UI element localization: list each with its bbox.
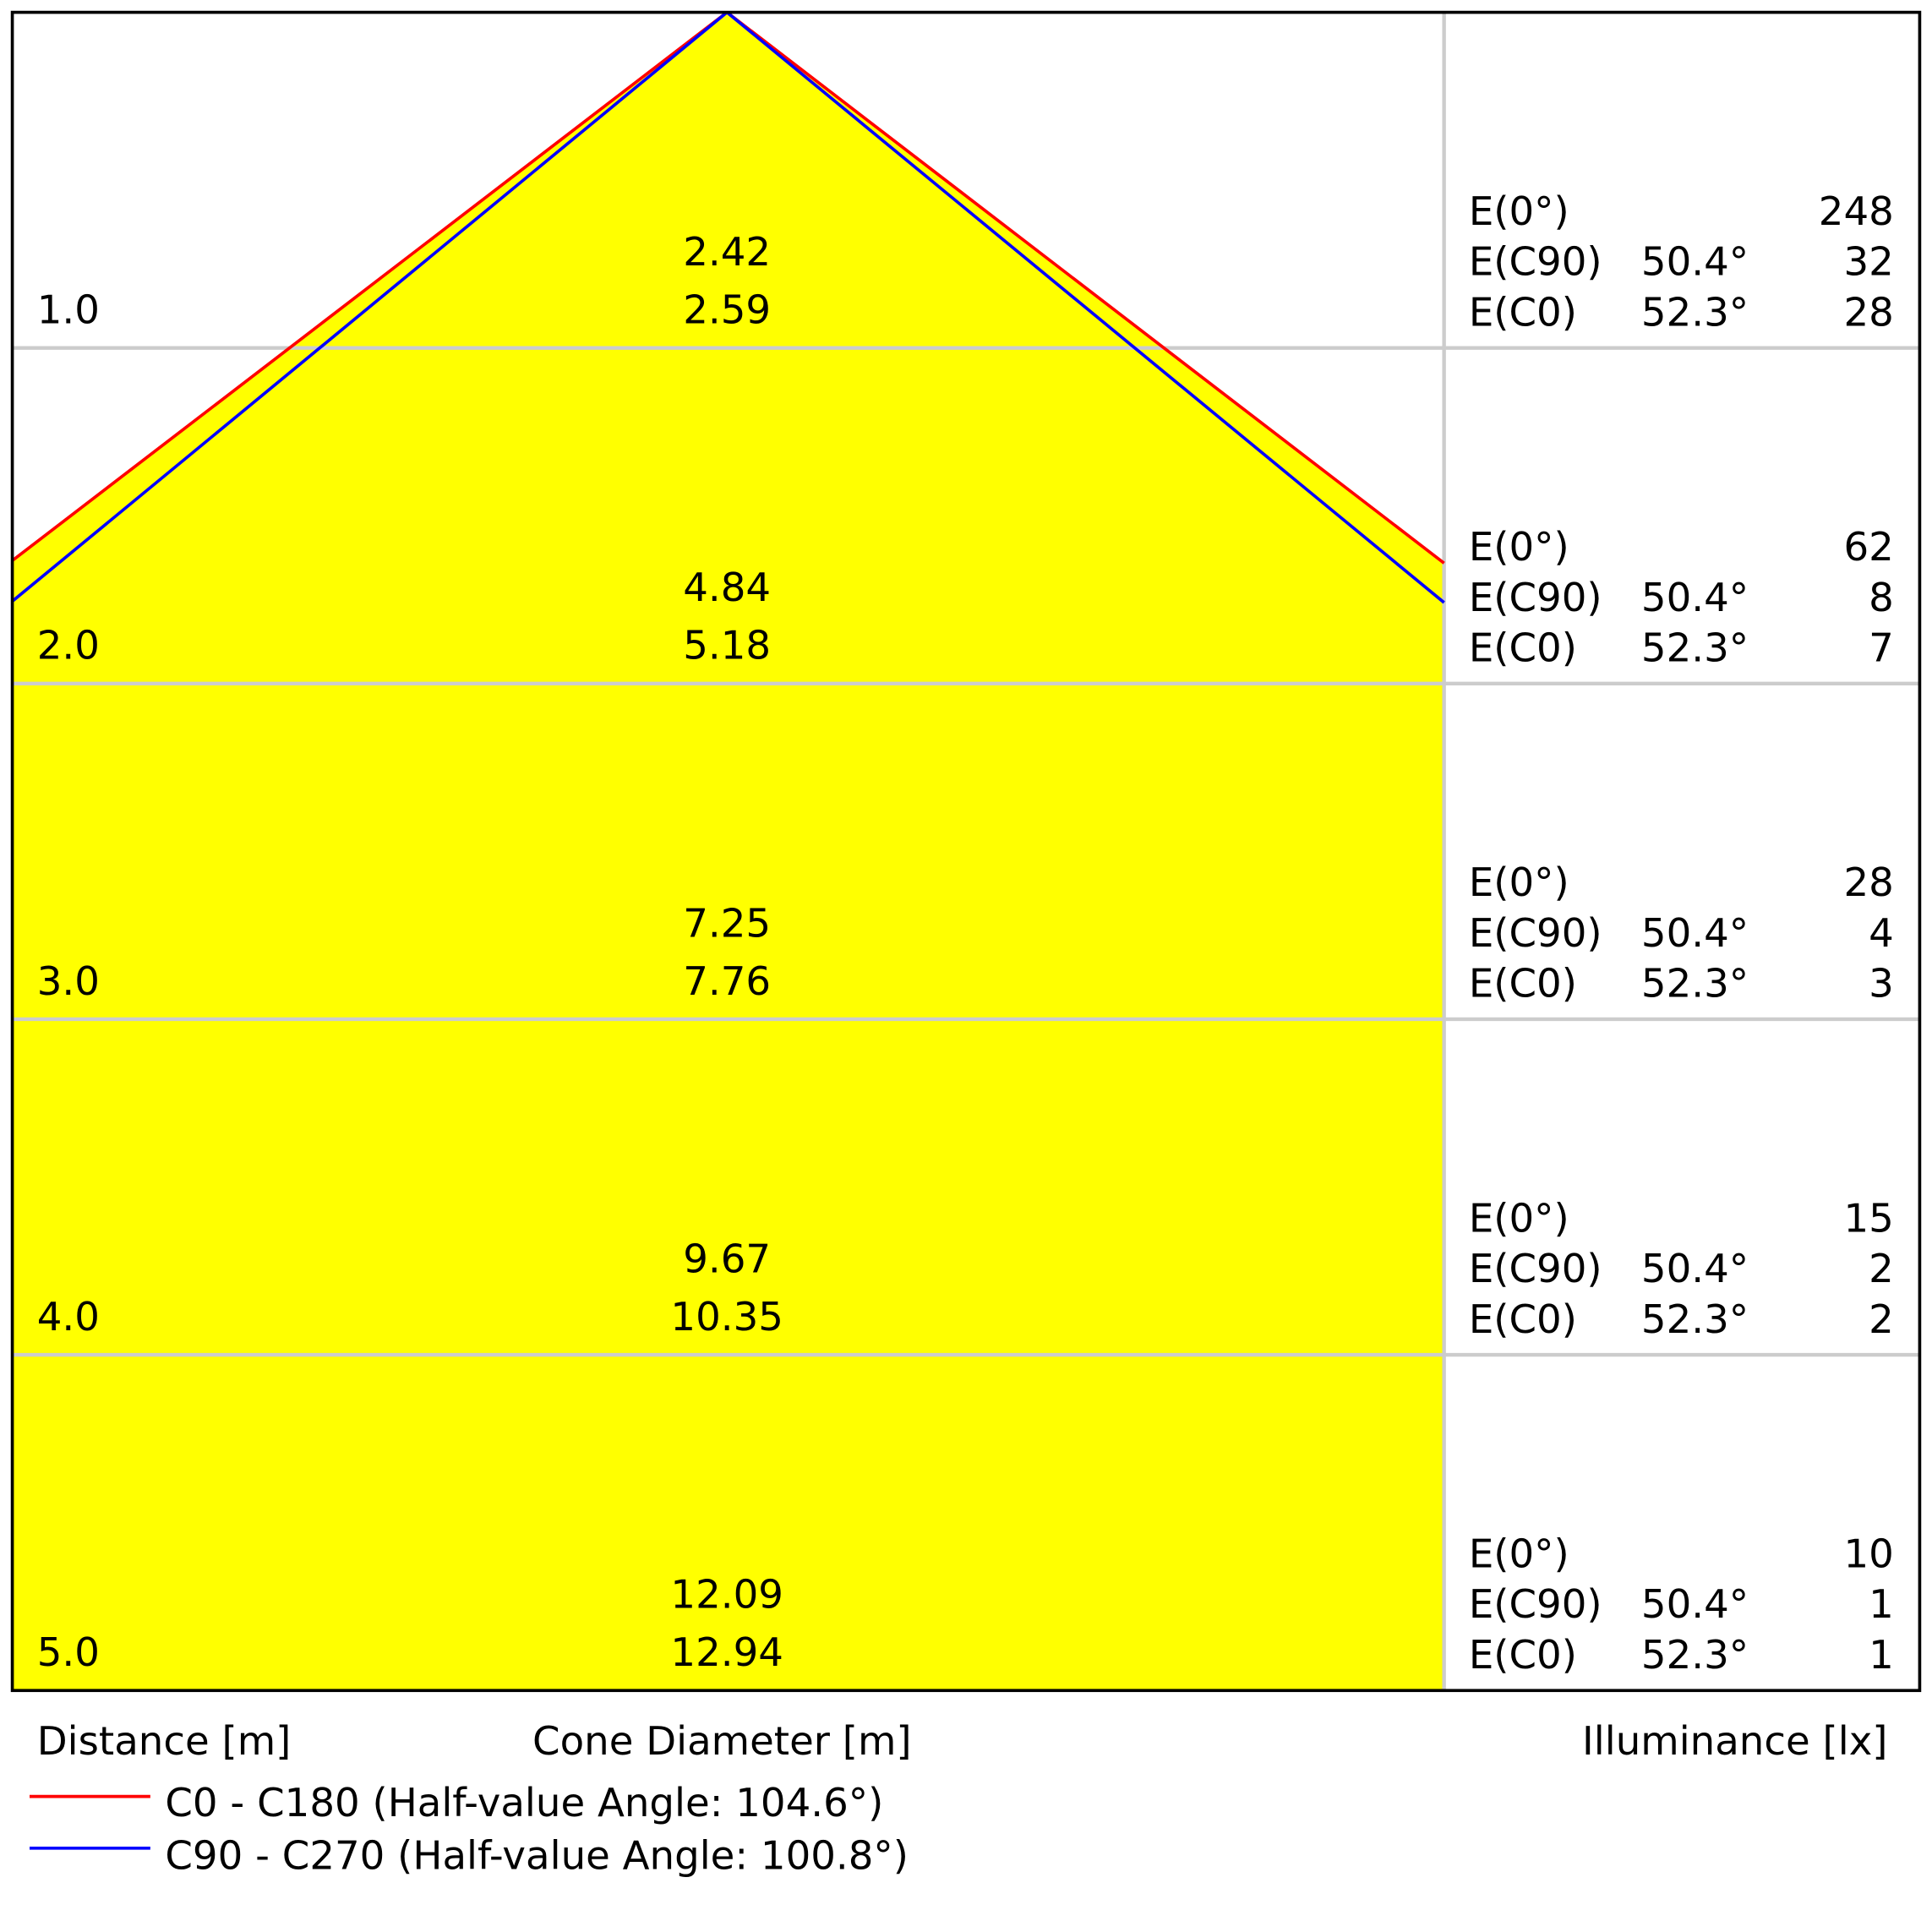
angle-c90: 50.4° xyxy=(1641,240,1749,286)
angle-c0: 52.3° xyxy=(1641,962,1749,1007)
legend-c90-label: C90 - C270 (Half-value Angle: 100.8°) xyxy=(165,1834,909,1880)
ec90-value: 4 xyxy=(1869,911,1894,957)
ec90-value: 32 xyxy=(1843,240,1893,286)
ec90-label: E(C90) xyxy=(1469,911,1602,957)
ec90-label: E(C90) xyxy=(1469,1247,1602,1292)
ec0-value: 28 xyxy=(1843,290,1893,336)
e0-value: 248 xyxy=(1819,189,1894,235)
cone-diameter-c90: 9.67 xyxy=(683,1236,771,1282)
angle-c90: 50.4° xyxy=(1641,1582,1749,1628)
cone-diameter-c0: 5.18 xyxy=(683,624,771,669)
c90-line-right xyxy=(726,11,1445,604)
cone-diameter-c90: 4.84 xyxy=(683,565,771,611)
chart-frame xyxy=(10,10,1922,1693)
ec90-value: 2 xyxy=(1869,1247,1894,1292)
e0-label: E(0°) xyxy=(1469,189,1569,235)
ec90-value: 1 xyxy=(1869,1582,1894,1628)
e0-value: 62 xyxy=(1843,525,1893,570)
cone-diameter-c0: 12.94 xyxy=(670,1630,783,1676)
angle-c0: 52.3° xyxy=(1641,1297,1749,1343)
distance-label: 5.0 xyxy=(37,1630,100,1676)
ec0-label: E(C0) xyxy=(1469,1297,1577,1343)
e0-label: E(0°) xyxy=(1469,525,1569,570)
table-row: 4.0 9.67 10.35 E(0°) E(C90) E(C0) 50.4° 52.3° 15… xyxy=(37,1196,1894,1343)
cone-diameter-c0: 7.76 xyxy=(683,959,771,1005)
distance-axis-label: Distance [m] xyxy=(37,1719,292,1765)
distance-label: 1.0 xyxy=(37,288,100,334)
ec90-value: 8 xyxy=(1869,576,1894,621)
ec0-value: 3 xyxy=(1869,962,1894,1007)
ec0-value: 2 xyxy=(1869,1297,1894,1343)
distance-label: 4.0 xyxy=(37,1295,100,1340)
angle-c0: 52.3° xyxy=(1641,626,1749,672)
angle-c90: 50.4° xyxy=(1641,576,1749,621)
ec90-label: E(C90) xyxy=(1469,576,1602,621)
ec0-label: E(C0) xyxy=(1469,626,1577,672)
ec90-label: E(C90) xyxy=(1469,240,1602,286)
table-row: 3.0 7.25 7.76 E(0°) E(C90) E(C0) 50.4° 52.3° 28 4… xyxy=(37,860,1894,1007)
c90-line-left xyxy=(11,11,729,603)
diameter-axis-label: Cone Diameter [m] xyxy=(532,1719,912,1765)
ec90-label: E(C90) xyxy=(1469,1582,1602,1628)
e0-value: 15 xyxy=(1843,1196,1893,1242)
e0-value: 10 xyxy=(1843,1531,1893,1577)
angle-c90: 50.4° xyxy=(1641,1247,1749,1292)
ec0-value: 1 xyxy=(1869,1633,1894,1678)
ec0-label: E(C0) xyxy=(1469,962,1577,1007)
ec0-label: E(C0) xyxy=(1469,290,1577,336)
e0-label: E(0°) xyxy=(1469,860,1569,906)
ec0-label: E(C0) xyxy=(1469,1633,1577,1678)
table-row: 5.0 12.09 12.94 E(0°) E(C90) E(C0) 50.4° 52.3° 1… xyxy=(37,1531,1894,1678)
angle-c90: 50.4° xyxy=(1641,911,1749,957)
cone-diameter-c90: 2.42 xyxy=(683,230,771,276)
illuminance-axis-label: Illuminance [lx] xyxy=(1582,1719,1887,1765)
angle-c0: 52.3° xyxy=(1641,290,1749,336)
c0-line-left xyxy=(11,11,729,562)
e0-label: E(0°) xyxy=(1469,1196,1569,1242)
cone-diameter-c90: 12.09 xyxy=(670,1573,783,1618)
cone-diameter-c0: 2.59 xyxy=(683,288,771,334)
cone-fill xyxy=(12,12,1444,1691)
distance-label: 2.0 xyxy=(37,624,100,669)
e0-label: E(0°) xyxy=(1469,1531,1569,1577)
legend-c0-label: C0 - C180 (Half-value Angle: 104.6°) xyxy=(165,1781,883,1826)
distance-label: 3.0 xyxy=(37,959,100,1005)
c0-line-right xyxy=(726,11,1445,565)
ec0-value: 7 xyxy=(1869,626,1894,672)
cone-diameter-c90: 7.25 xyxy=(683,901,771,947)
angle-c0: 52.3° xyxy=(1641,1633,1749,1678)
table-row: 1.0 2.42 2.59 E(0°) E(C90)E(C0) 50.4°52.3° 248… xyxy=(37,189,1894,336)
table-row: 2.0 4.84 5.18 E(0°) E(C90) E(C0) 50.4° 52.3° 62 8… xyxy=(37,525,1894,672)
cone-diameter-c0: 10.35 xyxy=(670,1295,783,1340)
e0-value: 28 xyxy=(1843,860,1893,906)
